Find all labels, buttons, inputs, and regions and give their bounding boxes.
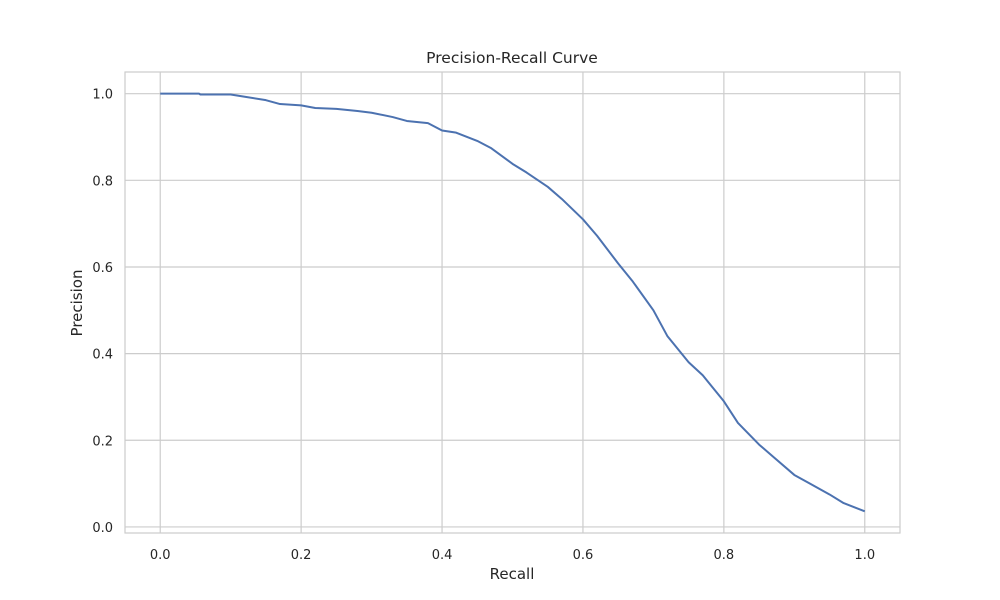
x-tick-label: 0.4 xyxy=(432,548,453,563)
x-tick-labels: 0.0 0.2 0.4 0.6 0.8 1.0 xyxy=(150,548,875,563)
y-tick-label: 0.6 xyxy=(92,261,113,276)
precision-recall-line xyxy=(160,92,866,513)
y-tick-label: 0.4 xyxy=(92,348,113,363)
plot-frame xyxy=(124,71,901,534)
grid xyxy=(125,72,900,533)
x-tick-label: 1.0 xyxy=(854,548,875,563)
y-tick-label: 0.8 xyxy=(92,174,113,189)
x-tick-label: 0.2 xyxy=(291,548,312,563)
series xyxy=(160,92,866,513)
y-tick-label: 1.0 xyxy=(92,88,113,103)
y-tick-labels: 0.0 0.2 0.4 0.6 0.8 1.0 xyxy=(92,88,113,536)
x-axis-title: Recall xyxy=(490,565,535,583)
x-tick-label: 0.0 xyxy=(150,548,171,563)
y-tick-label: 0.0 xyxy=(92,521,113,536)
x-tick-label: 0.6 xyxy=(573,548,594,563)
x-tick-label: 0.8 xyxy=(714,548,735,563)
chart-title: Precision-Recall Curve xyxy=(426,49,598,67)
y-tick-label: 0.2 xyxy=(92,434,113,449)
y-axis-title: Precision xyxy=(68,270,86,337)
